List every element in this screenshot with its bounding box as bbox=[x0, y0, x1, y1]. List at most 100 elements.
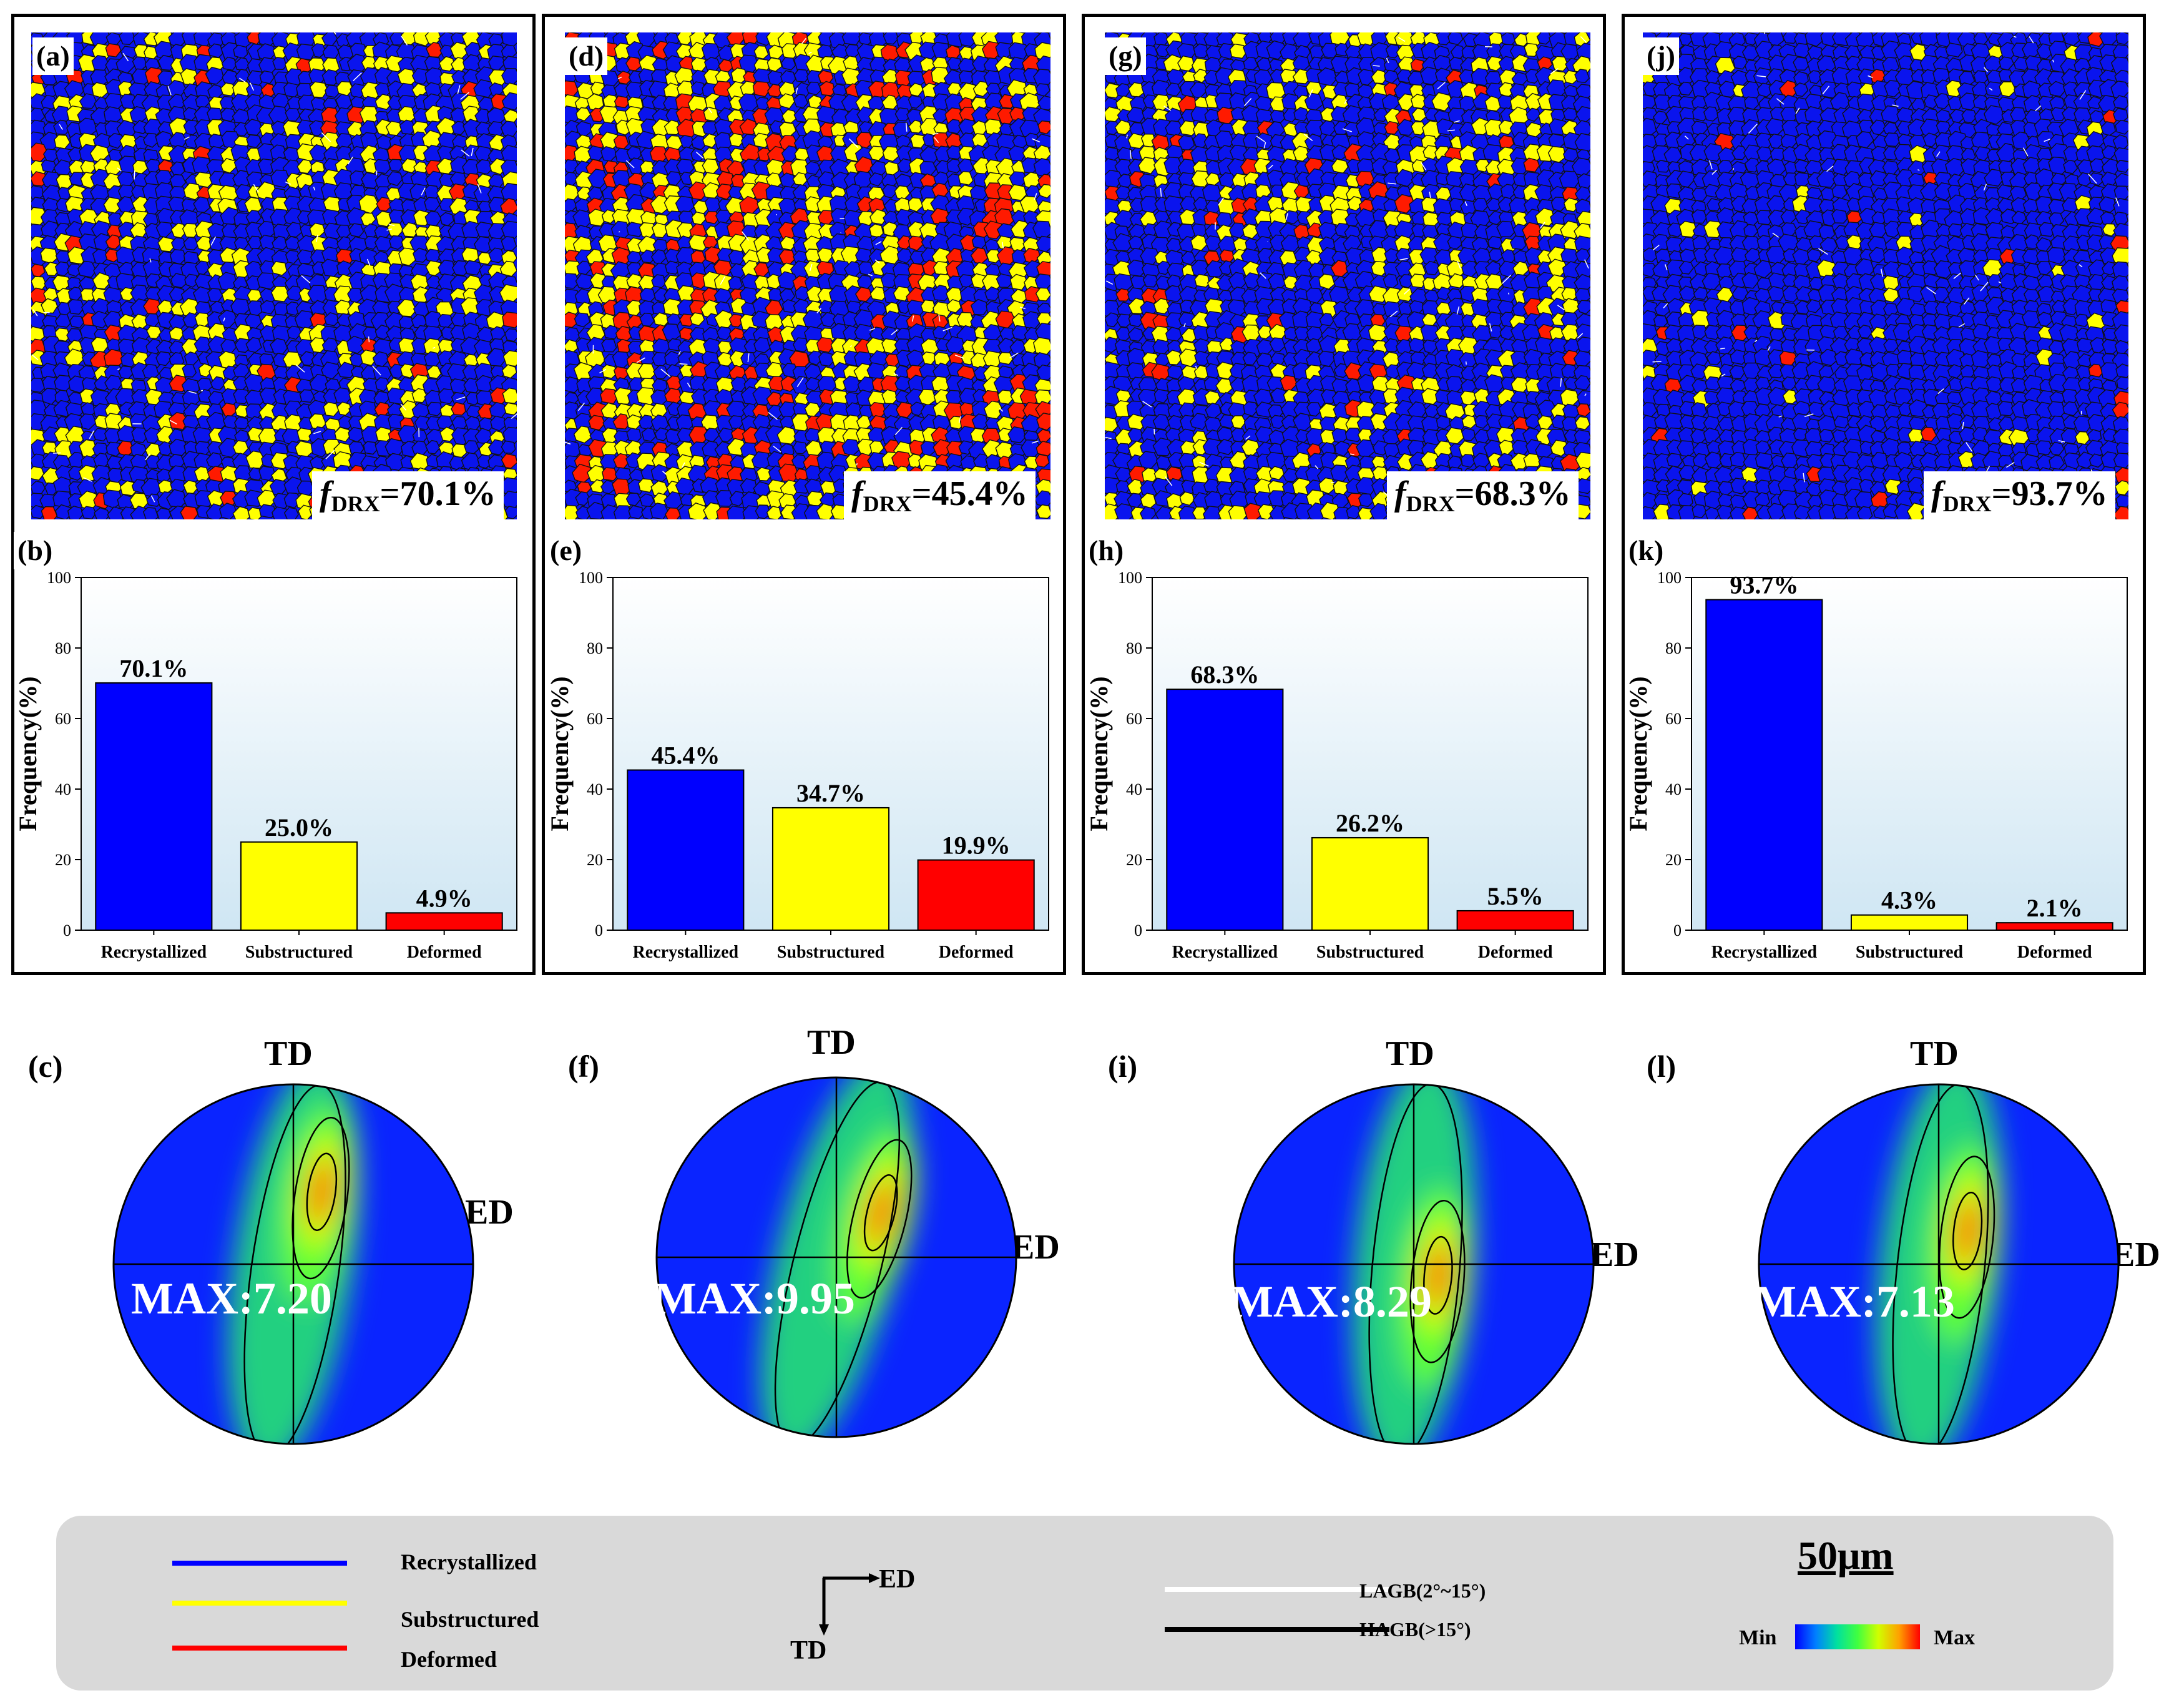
panel-frame-3 bbox=[1082, 14, 1606, 975]
lagb-segment bbox=[388, 223, 395, 227]
lagb-segment bbox=[285, 181, 291, 185]
grain bbox=[183, 182, 202, 200]
grain bbox=[1153, 388, 1170, 404]
grain bbox=[363, 441, 378, 455]
map-label-3: (g) bbox=[1105, 37, 1146, 75]
grain bbox=[1422, 339, 1439, 354]
grain bbox=[105, 43, 122, 57]
grain bbox=[778, 93, 796, 109]
x-tick-label: Deformed bbox=[1478, 943, 1553, 962]
lagb-segment bbox=[1285, 213, 1288, 220]
grain bbox=[283, 507, 299, 519]
grain bbox=[169, 438, 188, 456]
grain bbox=[1358, 493, 1374, 508]
lagb-segment bbox=[250, 82, 254, 91]
grain bbox=[169, 326, 185, 341]
grain bbox=[1985, 81, 2004, 97]
grain bbox=[155, 351, 172, 366]
grain bbox=[425, 170, 446, 189]
grain bbox=[451, 260, 470, 277]
lagb-segment bbox=[565, 441, 571, 445]
grain bbox=[1024, 286, 1042, 303]
grain bbox=[1152, 414, 1170, 430]
grain bbox=[245, 336, 262, 353]
grain bbox=[309, 81, 328, 98]
grain bbox=[1804, 32, 1824, 47]
lagb-segment bbox=[875, 241, 882, 245]
y-axis-label: Frequency(%) bbox=[546, 676, 574, 831]
grain bbox=[2087, 96, 2103, 110]
lagb-segment bbox=[1398, 37, 1406, 42]
lagb-segment bbox=[1456, 306, 1460, 315]
grain bbox=[1525, 413, 1541, 429]
grain bbox=[94, 507, 110, 519]
lagb-segment bbox=[660, 368, 671, 377]
grain bbox=[321, 69, 340, 86]
grain bbox=[729, 491, 747, 507]
grain bbox=[651, 274, 667, 288]
lagb-segment bbox=[1130, 150, 1132, 159]
grain bbox=[336, 361, 356, 378]
grain bbox=[1346, 504, 1361, 519]
grain bbox=[145, 454, 161, 469]
chart-label-1: (b) bbox=[14, 532, 57, 569]
grain bbox=[324, 312, 339, 326]
y-tick-label: 100 bbox=[47, 569, 71, 587]
lagb-segment bbox=[461, 149, 470, 157]
bar-value-label: 26.2% bbox=[1336, 809, 1404, 837]
grain bbox=[1358, 69, 1376, 86]
grain-layer bbox=[565, 32, 1050, 519]
lagb-segment bbox=[678, 351, 681, 355]
grain bbox=[1037, 95, 1050, 110]
lagb-segment bbox=[1245, 435, 1251, 440]
grain bbox=[1243, 503, 1263, 519]
grain bbox=[1574, 429, 1590, 444]
grain bbox=[1116, 313, 1132, 328]
grain bbox=[614, 95, 629, 109]
lagb-segment bbox=[662, 471, 667, 475]
grain bbox=[1793, 56, 1809, 71]
grain bbox=[1333, 363, 1349, 378]
grain bbox=[296, 249, 313, 265]
grain bbox=[1292, 32, 1313, 47]
bar-deformed bbox=[917, 859, 1035, 931]
grain bbox=[1922, 132, 1939, 147]
grain bbox=[1270, 109, 1285, 123]
grain bbox=[1179, 120, 1197, 136]
lagb-segment bbox=[1389, 310, 1398, 318]
grain bbox=[411, 337, 429, 355]
grain bbox=[972, 81, 991, 97]
grain bbox=[1486, 197, 1501, 212]
grain bbox=[1007, 426, 1026, 443]
lagb-segment bbox=[720, 276, 726, 285]
grain bbox=[1741, 45, 1759, 61]
grain bbox=[42, 426, 61, 443]
lagb-segment bbox=[577, 402, 585, 411]
grain bbox=[601, 364, 617, 379]
lagb-segment bbox=[456, 396, 466, 401]
grain bbox=[296, 159, 313, 174]
grain bbox=[426, 365, 442, 379]
grain bbox=[766, 506, 782, 519]
grain bbox=[1192, 506, 1208, 519]
grain bbox=[1114, 273, 1133, 292]
grain bbox=[1574, 69, 1590, 84]
lagb-segment bbox=[679, 363, 688, 365]
grain bbox=[1164, 285, 1183, 303]
grain bbox=[285, 107, 301, 122]
grain bbox=[31, 276, 47, 290]
grain bbox=[131, 427, 149, 443]
bar-substructured bbox=[240, 841, 358, 931]
grain bbox=[119, 287, 135, 302]
grain bbox=[1205, 260, 1225, 278]
grain bbox=[1255, 401, 1274, 418]
grain bbox=[1692, 106, 1708, 122]
grain bbox=[504, 328, 517, 342]
grain bbox=[947, 57, 962, 71]
grain bbox=[490, 415, 507, 431]
grain bbox=[688, 234, 708, 252]
grain bbox=[245, 450, 266, 469]
grain bbox=[602, 467, 618, 481]
grain bbox=[157, 236, 175, 252]
lagb-segment bbox=[316, 235, 318, 242]
